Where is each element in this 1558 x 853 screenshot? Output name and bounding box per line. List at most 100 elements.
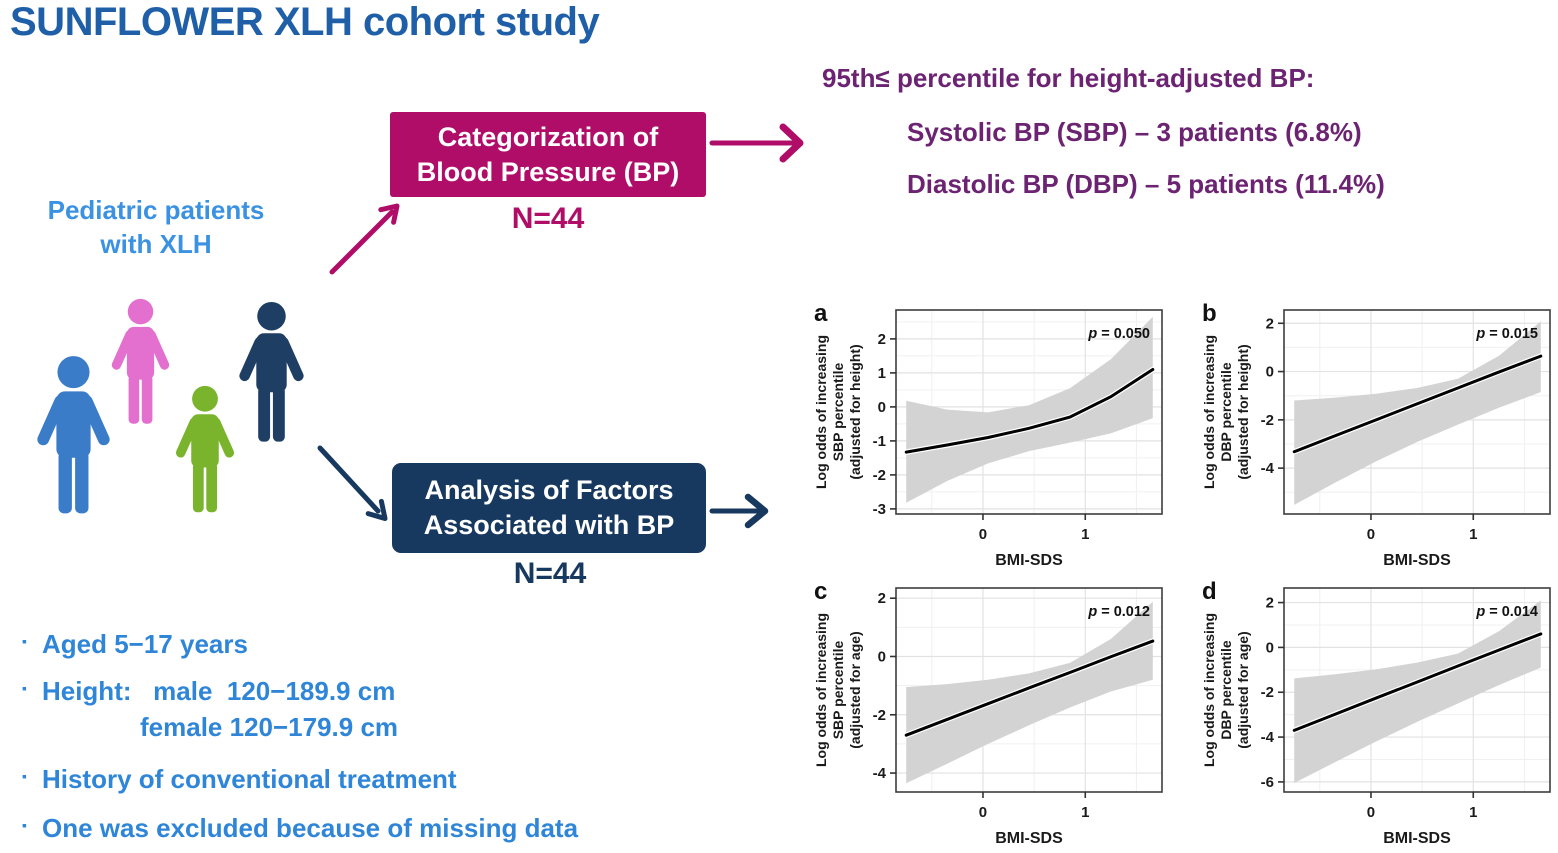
confidence-band (906, 601, 1153, 784)
x-axis-label: BMI-SDS (995, 552, 1063, 569)
y-tick-label: 0 (878, 399, 886, 416)
x-tick-label: 1 (1081, 526, 1089, 543)
chart-c: c -4 -2 0 2 0 1 Log odds of increasing SBP perc… (808, 578, 1170, 852)
y-axis-label: (adjusted for height) (1235, 344, 1251, 479)
x-tick-label: 0 (979, 804, 987, 821)
p-value-label: p = 0.012 (1087, 604, 1150, 620)
y-tick-label: -4 (1261, 460, 1275, 477)
cohort-label-line2: with XLH (100, 228, 212, 259)
analysis-box: Analysis of Factors Associated with BP (392, 463, 706, 553)
results-heading: 95th≤ percentile for height-adjusted BP: (822, 63, 1315, 93)
y-axis-label: Log odds of increasing (813, 335, 829, 489)
criteria-item-excluded: ▪ One was excluded because of missing dat… (18, 813, 578, 844)
confidence-band (1294, 321, 1541, 505)
y-tick-label: 1 (878, 365, 886, 382)
y-axis-label: DBP percentile (1218, 640, 1234, 740)
y-tick-label: -4 (1261, 729, 1275, 746)
x-axis-label: BMI-SDS (995, 830, 1063, 847)
criteria-item-treatment: ▪ History of conventional treatment (18, 764, 457, 795)
criteria-item-height-text: Height: male 120−189.9 cm (41, 676, 396, 706)
panel-letter-a: a (814, 300, 828, 327)
fit-line (904, 368, 1155, 454)
confidence-band (906, 316, 1153, 503)
chart-d: d -6 -4 -2 0 2 0 1 Log odds of increasing DBP pe… (1196, 578, 1558, 852)
criteria-item-age-text: Aged 5−17 years (41, 629, 248, 659)
panel-letter-d: d (1202, 578, 1217, 605)
arrow-categorization-to-results (709, 123, 804, 163)
y-tick-label: -2 (1261, 684, 1274, 701)
y-tick-label: -3 (873, 501, 886, 518)
y-tick-label: -1 (873, 433, 886, 450)
person-blue-icon (35, 356, 112, 514)
y-axis-label: Log odds of increasing (813, 613, 829, 767)
criteria-item-treatment-text: History of conventional treatment (41, 764, 457, 794)
results-sbp-line: Systolic BP (SBP) – 3 patients (6.8%) (907, 117, 1362, 147)
chart-a: a -3 -2 -1 0 1 2 0 1 Log odds of increasing SBP p… (808, 300, 1170, 574)
analysis-box-line1: Analysis of Factors (424, 475, 674, 506)
chart-svg: -4 -2 0 2 0 1 Log odds of increasing DBP percen… (1201, 309, 1551, 569)
bullet-icon: ▪ (22, 680, 27, 696)
chart-b-plot: -4 -2 0 2 0 1 Log odds of increasing DBP percen… (1196, 300, 1558, 579)
bullet-icon: ▪ (22, 768, 27, 784)
analysis-n-label: N=44 (513, 557, 587, 590)
y-tick-label: -6 (1261, 774, 1274, 791)
panel-border (895, 309, 1163, 515)
results-dbp-line: Diastolic BP (DBP) – 5 patients (11.4%) (907, 169, 1385, 199)
criteria-item-age: ▪ Aged 5−17 years (18, 629, 248, 660)
y-tick-label: 2 (878, 590, 886, 607)
y-tick-label: 2 (1266, 315, 1274, 332)
bullet-icon: ▪ (22, 633, 27, 649)
x-tick-label: 0 (1367, 804, 1375, 821)
y-tick-label: 2 (878, 331, 886, 348)
person-pink-icon (110, 298, 171, 424)
x-axis-label: BMI-SDS (1383, 830, 1451, 847)
chart-svg: -4 -2 0 2 0 1 Log odds of increasing SBP percen… (813, 587, 1163, 847)
cohort-label-line1: Pediatric patients (47, 195, 265, 225)
y-tick-label: -2 (1261, 412, 1274, 429)
chart-c-plot: -4 -2 0 2 0 1 Log odds of increasing SBP percen… (808, 578, 1170, 853)
x-tick-label: 1 (1469, 526, 1477, 543)
y-tick-label: -4 (873, 765, 887, 782)
x-tick-label: 0 (979, 526, 987, 543)
patient-group-icon (35, 298, 306, 514)
fit-line (1292, 632, 1543, 732)
y-axis-label: SBP percentile (830, 363, 846, 462)
y-tick-label: -2 (873, 467, 886, 484)
person-navy-icon (237, 301, 306, 442)
chart-a-plot: -3 -2 -1 0 1 2 0 1 Log odds of increasing SBP per… (808, 300, 1170, 579)
bullet-icon: ▪ (22, 817, 27, 833)
y-tick-label: 0 (878, 648, 886, 665)
fit-line (904, 639, 1155, 737)
x-axis-label: BMI-SDS (1383, 552, 1451, 569)
categorization-box-line2: Blood Pressure (BP) (416, 156, 680, 187)
x-tick-label: 0 (1367, 526, 1375, 543)
criteria-item-height: ▪ Height: male 120−189.9 cm (18, 676, 395, 707)
chart-svg: -6 -4 -2 0 2 0 1 Log odds of increasing DBP perc… (1201, 587, 1551, 847)
p-value-label: p = 0.050 (1087, 326, 1150, 342)
arrow-to-categorization (329, 203, 400, 275)
y-axis-label: Log odds of increasing (1201, 613, 1217, 767)
categorization-box: Categorization of Blood Pressure (BP) (390, 112, 706, 197)
page-title: SUNFLOWER XLH cohort study (10, 0, 600, 44)
y-axis-label: Log odds of increasing (1201, 335, 1217, 489)
y-axis-label: DBP percentile (1218, 362, 1234, 462)
person-green-icon (174, 385, 236, 513)
arrow-to-analysis (317, 445, 388, 521)
panel-letter-b: b (1202, 300, 1217, 327)
panel-border (895, 587, 1163, 793)
confidence-band (1294, 600, 1541, 784)
categorization-box-line1: Categorization of (437, 121, 659, 152)
y-tick-label: -2 (873, 707, 886, 724)
y-tick-label: 0 (1266, 639, 1274, 656)
y-axis-label: (adjusted for age) (847, 631, 863, 748)
categorization-n-label: N=44 (511, 202, 585, 235)
panel-border (1283, 587, 1551, 793)
x-tick-label: 1 (1469, 804, 1477, 821)
criteria-item-height-female-text: female 120−179.9 cm (140, 712, 399, 742)
p-value-label: p = 0.014 (1475, 604, 1538, 620)
analysis-box-line2: Associated with BP (423, 510, 675, 540)
y-tick-label: 2 (1266, 595, 1274, 612)
p-value-label: p = 0.015 (1475, 326, 1538, 342)
y-axis-label: SBP percentile (830, 641, 846, 740)
